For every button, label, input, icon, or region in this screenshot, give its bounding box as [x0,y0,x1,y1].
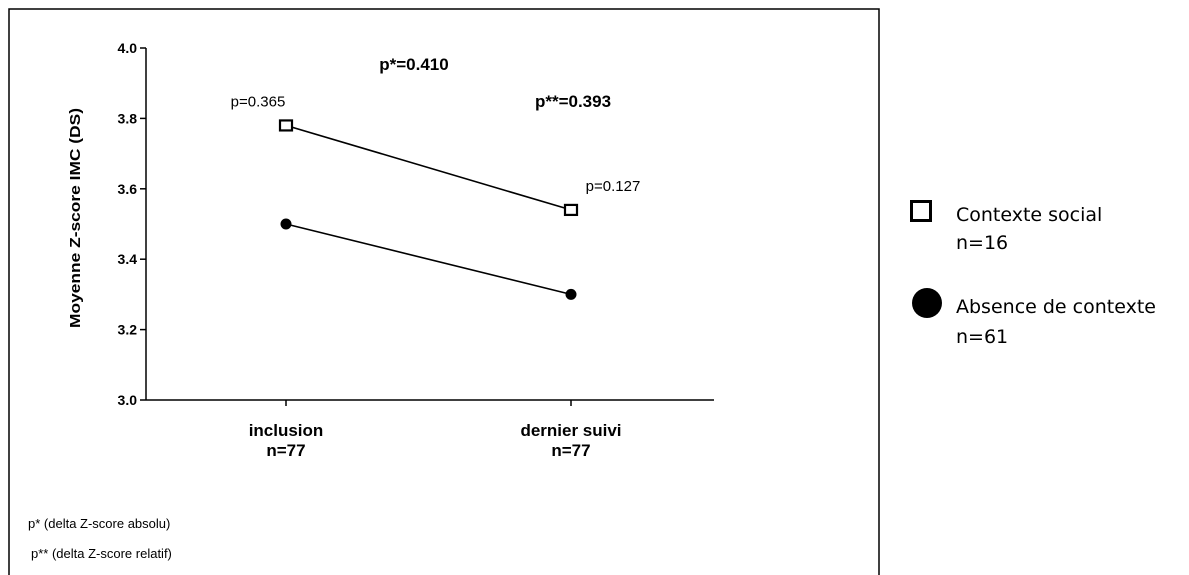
x-tick-n-label: n=77 [551,441,590,460]
legend-n-contexte-social: n=16 [956,232,1009,254]
annotation-pvalue: p**=0.393 [535,92,611,111]
footnote-p-star: p* (delta Z-score absolu) [28,516,171,531]
legend-label-contexte-social: Contexte social [956,204,1103,226]
y-tick-label: 3.4 [118,251,138,267]
data-point-circle [565,288,577,300]
y-tick-label: 3.8 [118,110,138,126]
footnote-p-double-star: p** (delta Z-score relatif) [31,546,172,561]
plot-frame [8,8,880,575]
x-tick-n-label: n=77 [266,441,305,460]
series-line-square [285,124,572,211]
legend-circle-icon [912,288,942,318]
legend-label-absence-contexte: Absence de contexte [956,296,1156,318]
x-tick-label: inclusion [249,421,324,440]
data-label: p=0.365 [231,93,286,110]
legend-square-icon [910,200,932,222]
data-label: p=0.127 [586,178,641,195]
annotation-pvalue: p*=0.410 [379,55,448,74]
legend-n-absence-contexte: n=61 [956,326,1009,348]
y-tick-label: 3.2 [118,322,138,338]
data-point-circle [280,218,292,230]
y-axis-label: Moyenne Z-score IMC (DS) [67,108,84,328]
data-point-square [278,119,294,132]
x-tick-label: dernier suivi [520,421,621,440]
data-point-square [563,203,579,217]
series-line-circle [285,223,572,296]
y-tick-label: 3.0 [118,392,138,408]
y-tick-label: 3.6 [118,181,138,197]
y-tick-label: 4.0 [118,40,138,56]
